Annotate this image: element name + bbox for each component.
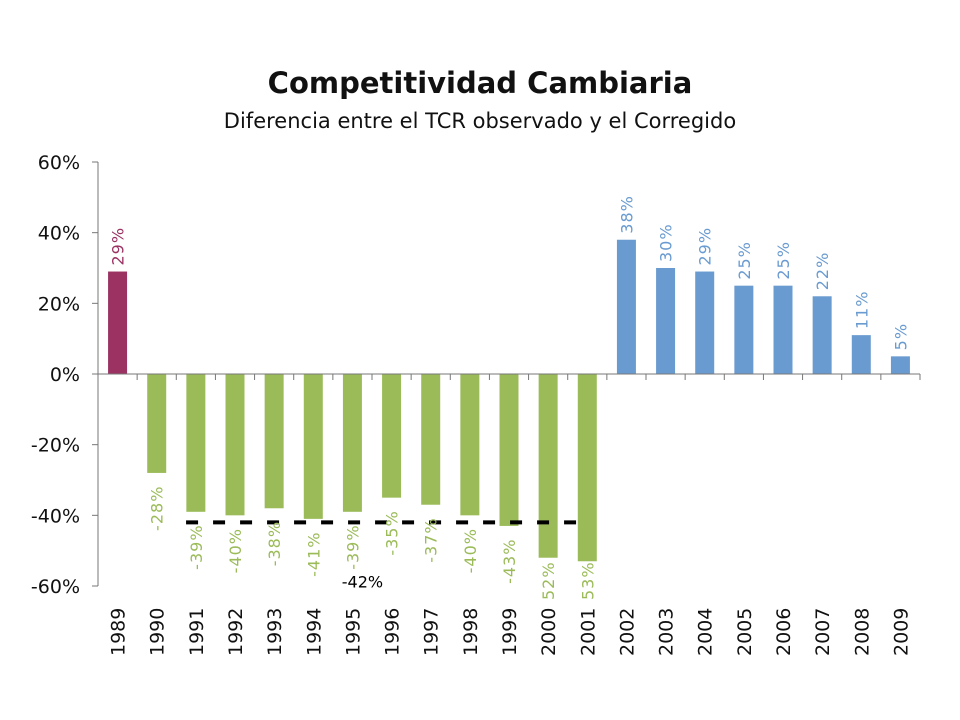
data-label: -37% bbox=[422, 517, 441, 562]
x-tick-label: 1993 bbox=[264, 608, 286, 656]
data-label: -41% bbox=[304, 532, 323, 577]
x-tick-label: 2005 bbox=[734, 608, 756, 656]
x-tick-label: 2003 bbox=[656, 608, 678, 656]
x-tick-label: 1999 bbox=[499, 608, 521, 656]
data-label: 11% bbox=[852, 291, 871, 330]
chart-title: Competitividad Cambiaria bbox=[267, 66, 693, 100]
data-label: -40% bbox=[226, 528, 245, 573]
data-label: 52% bbox=[539, 561, 558, 600]
bar-1999 bbox=[499, 374, 519, 526]
y-tick-label: 40% bbox=[38, 223, 80, 245]
data-label: 38% bbox=[617, 195, 636, 234]
bar-2003 bbox=[656, 268, 676, 374]
bar-1990 bbox=[147, 374, 167, 473]
y-tick-label: 0% bbox=[50, 364, 80, 386]
bar-1997 bbox=[421, 374, 441, 505]
x-tick-label: 1994 bbox=[303, 608, 325, 656]
bar-2004 bbox=[695, 271, 715, 374]
bar-1993 bbox=[264, 374, 284, 509]
bar-2002 bbox=[616, 239, 636, 374]
data-label: -28% bbox=[148, 486, 167, 531]
data-label: 30% bbox=[657, 223, 676, 262]
x-tick-label: 1990 bbox=[147, 608, 169, 656]
x-tick-label: 1991 bbox=[186, 608, 208, 656]
data-label: 29% bbox=[696, 227, 715, 266]
bar-1998 bbox=[460, 374, 480, 516]
x-tick-label: 1998 bbox=[460, 608, 482, 656]
data-label: 25% bbox=[735, 241, 754, 280]
bar-2001 bbox=[577, 374, 597, 562]
bar-2000 bbox=[538, 374, 558, 558]
x-tick-label: 2009 bbox=[890, 608, 912, 656]
data-label: 25% bbox=[774, 241, 793, 280]
bar-1995 bbox=[342, 374, 362, 512]
bar-1996 bbox=[382, 374, 402, 498]
x-tick-label: 1996 bbox=[382, 608, 404, 656]
bar-1992 bbox=[225, 374, 245, 516]
data-label: -38% bbox=[265, 521, 284, 566]
bar-1994 bbox=[303, 374, 323, 519]
data-label: 29% bbox=[109, 227, 128, 266]
bar-2005 bbox=[734, 285, 754, 374]
data-label: 22% bbox=[813, 252, 832, 291]
reference-line-label: -42% bbox=[342, 572, 383, 591]
data-label: -39% bbox=[187, 524, 206, 569]
x-tick-label: 2006 bbox=[773, 608, 795, 656]
x-tick-label: 2002 bbox=[616, 608, 638, 656]
bar-1991 bbox=[186, 374, 206, 512]
x-tick-label: 2008 bbox=[851, 608, 873, 656]
y-tick-label: -20% bbox=[31, 435, 80, 457]
data-label: -43% bbox=[500, 539, 519, 584]
bar-2008 bbox=[851, 335, 871, 374]
bar-2007 bbox=[812, 296, 832, 374]
bar-1989 bbox=[108, 271, 128, 374]
chart-subtitle: Diferencia entre el TCR observado y el C… bbox=[223, 109, 737, 133]
data-label: -40% bbox=[461, 528, 480, 573]
x-tick-label: 1992 bbox=[225, 608, 247, 656]
y-tick-label: 20% bbox=[38, 293, 80, 315]
x-tick-label: 1989 bbox=[108, 608, 130, 656]
x-tick-label: 2004 bbox=[695, 608, 717, 656]
data-label: 5% bbox=[891, 323, 910, 350]
x-tick-label: 2000 bbox=[538, 608, 560, 656]
x-tick-label: 2001 bbox=[577, 608, 599, 656]
x-tick-label: 1997 bbox=[421, 608, 443, 656]
y-tick-label: -60% bbox=[31, 576, 80, 598]
bar-2009 bbox=[890, 356, 910, 374]
bar-2006 bbox=[773, 285, 793, 374]
data-label: -35% bbox=[383, 510, 402, 555]
data-label: 53% bbox=[578, 561, 597, 600]
x-tick-label: 2007 bbox=[812, 608, 834, 656]
data-label: -39% bbox=[343, 524, 362, 569]
y-tick-label: -40% bbox=[31, 505, 80, 527]
x-tick-label: 1995 bbox=[342, 608, 364, 656]
y-tick-label: 60% bbox=[38, 152, 80, 174]
